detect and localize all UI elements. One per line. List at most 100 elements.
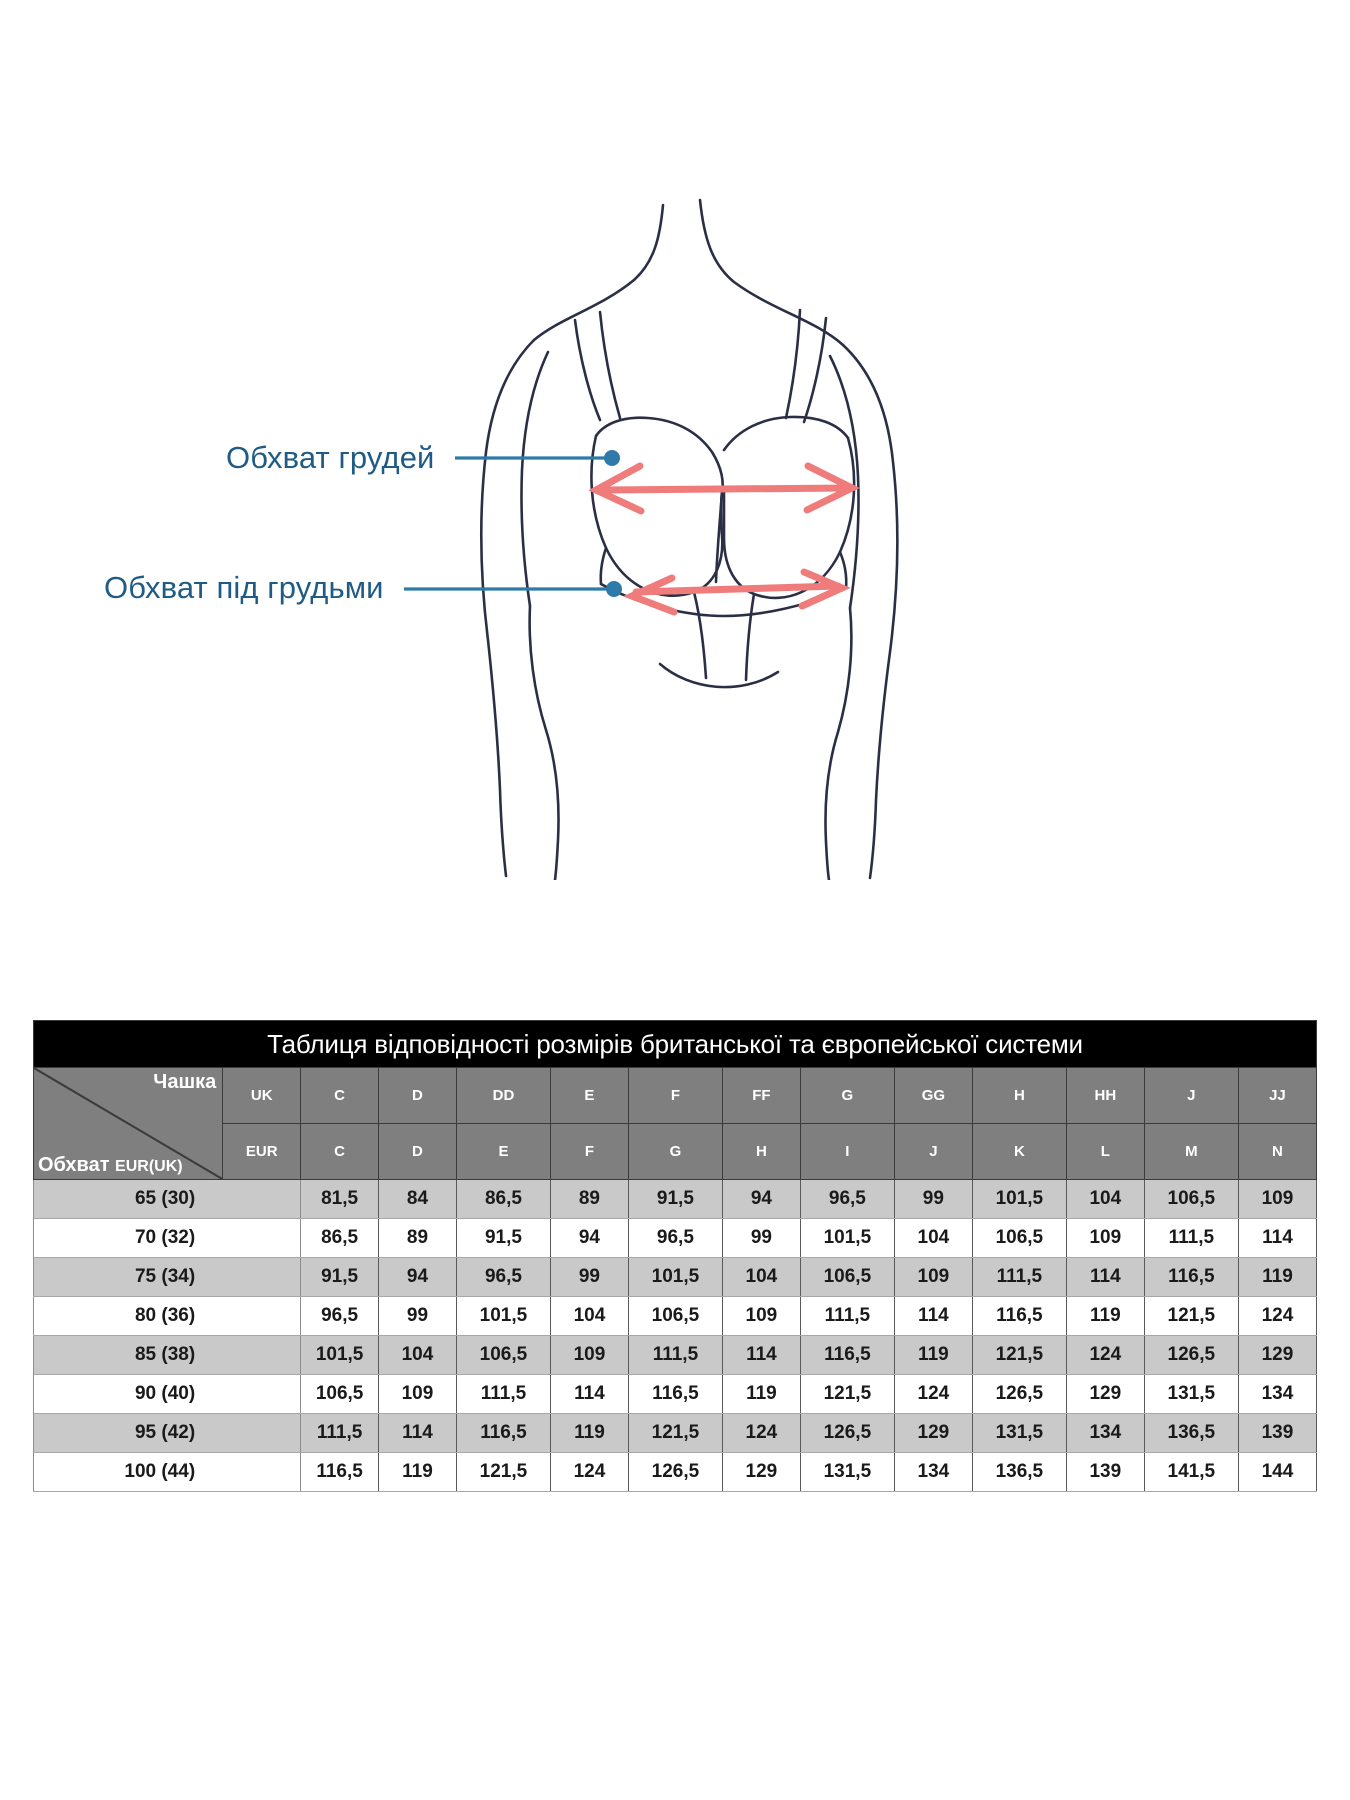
header-eur-cup-8: K bbox=[971, 1123, 1067, 1180]
header-row-uk: Чашка Обхват EUR(UK) UK C D DD E F FF G … bbox=[32, 1067, 1318, 1180]
bust-arrow-shaft bbox=[596, 484, 852, 494]
cell: 119 bbox=[378, 1452, 457, 1492]
cell: 124 bbox=[893, 1374, 973, 1414]
cell: 81,5 bbox=[300, 1179, 380, 1219]
body-outline bbox=[480, 198, 899, 880]
cell: 131,5 bbox=[799, 1452, 895, 1492]
cell: 111,5 bbox=[799, 1296, 895, 1336]
left-band-edge bbox=[599, 546, 608, 586]
cell: 89 bbox=[550, 1179, 629, 1219]
cell: 114 bbox=[550, 1374, 629, 1414]
right-strap-2 bbox=[784, 308, 802, 420]
cell: 104 bbox=[1065, 1179, 1145, 1219]
cell: 96,5 bbox=[300, 1296, 380, 1336]
cell: 114 bbox=[378, 1413, 457, 1453]
cell: 86,5 bbox=[455, 1179, 552, 1219]
cell: 101,5 bbox=[799, 1218, 895, 1258]
corner-girth-small: EUR(UK) bbox=[115, 1158, 183, 1175]
size-chart-table: Таблиця відповідності розмірів британськ… bbox=[32, 1020, 1318, 1492]
underbust-arrow-head-right bbox=[798, 568, 851, 610]
cell: 111,5 bbox=[627, 1335, 723, 1375]
left-under-curve bbox=[692, 590, 708, 680]
cell: 139 bbox=[1065, 1452, 1145, 1492]
cell: 114 bbox=[1065, 1257, 1145, 1297]
cell: 111,5 bbox=[455, 1374, 552, 1414]
cell: 96,5 bbox=[627, 1218, 723, 1258]
table-row: 100 (44) 116,5 119 121,5 124 126,5 129 1… bbox=[32, 1452, 1318, 1492]
cell: 106,5 bbox=[1143, 1179, 1239, 1219]
header-eur-cup-6: I bbox=[799, 1123, 895, 1180]
cell: 134 bbox=[893, 1452, 973, 1492]
cell: 144 bbox=[1237, 1452, 1318, 1492]
cell: 126,5 bbox=[1143, 1335, 1239, 1375]
cell: 139 bbox=[1237, 1413, 1318, 1453]
cell: 99 bbox=[378, 1296, 457, 1336]
cell: 131,5 bbox=[971, 1413, 1067, 1453]
cell: 116,5 bbox=[971, 1296, 1067, 1336]
cell: 109 bbox=[550, 1335, 629, 1375]
header-uk-cup-9: HH bbox=[1065, 1067, 1145, 1124]
header-eur-cup-2: E bbox=[455, 1123, 552, 1180]
bust-arrow-head-left bbox=[588, 462, 645, 515]
cell: 104 bbox=[893, 1218, 973, 1258]
cell: 114 bbox=[1237, 1218, 1318, 1258]
cell: 104 bbox=[721, 1257, 801, 1297]
right-strap bbox=[802, 316, 828, 424]
underbust-arrow-shaft bbox=[632, 582, 842, 596]
bust-arrow bbox=[588, 462, 860, 515]
right-shoulder bbox=[698, 198, 845, 347]
left-strap-2 bbox=[598, 310, 622, 420]
cell: 121,5 bbox=[455, 1452, 552, 1492]
cell: 94 bbox=[721, 1179, 801, 1219]
cell: 124 bbox=[1065, 1335, 1145, 1375]
cell: 86,5 bbox=[300, 1218, 380, 1258]
row-band-label: 95 (42) bbox=[32, 1413, 302, 1453]
cell: 116,5 bbox=[1143, 1257, 1239, 1297]
cell: 121,5 bbox=[1143, 1296, 1239, 1336]
cell: 96,5 bbox=[799, 1179, 895, 1219]
ribcage-curve bbox=[658, 662, 780, 689]
left-cup-bottom bbox=[590, 434, 724, 597]
table-row: 95 (42) 111,5 114 116,5 119 121,5 124 12… bbox=[32, 1413, 1318, 1453]
cell: 129 bbox=[721, 1452, 801, 1492]
table-row: 80 (36) 96,5 99 101,5 104 106,5 109 111,… bbox=[32, 1296, 1318, 1336]
cell: 101,5 bbox=[971, 1179, 1067, 1219]
corner-girth-main: Обхват bbox=[38, 1154, 116, 1176]
cell: 104 bbox=[550, 1296, 629, 1336]
cell: 121,5 bbox=[627, 1413, 723, 1453]
header-uk-cup-5: FF bbox=[721, 1067, 801, 1124]
table-title: Таблиця відповідності розмірів британськ… bbox=[33, 1020, 1317, 1068]
cell: 124 bbox=[550, 1452, 629, 1492]
header-uk-cup-4: F bbox=[627, 1067, 723, 1124]
cell: 109 bbox=[721, 1296, 801, 1336]
header-eur-cup-1: D bbox=[378, 1123, 457, 1180]
underbust-leader-dot bbox=[606, 581, 622, 597]
left-shoulder bbox=[532, 203, 665, 342]
header-eur-cup-11: N bbox=[1237, 1123, 1318, 1180]
cell: 111,5 bbox=[300, 1413, 380, 1453]
cell: 106,5 bbox=[971, 1218, 1067, 1258]
header-system-eur: EUR bbox=[222, 1123, 302, 1180]
right-cup-bottom bbox=[722, 436, 856, 600]
right-arm-outer bbox=[841, 343, 899, 880]
corner-girth-label: Обхват EUR(UK) bbox=[38, 1154, 183, 1177]
cell: 126,5 bbox=[627, 1452, 723, 1492]
cell: 121,5 bbox=[799, 1374, 895, 1414]
row-band-label: 90 (40) bbox=[32, 1374, 302, 1414]
cell: 99 bbox=[550, 1257, 629, 1297]
header-uk-cup-10: J bbox=[1143, 1067, 1239, 1124]
cell: 121,5 bbox=[971, 1335, 1067, 1375]
table-title-row: Таблиця відповідності розмірів британськ… bbox=[33, 1020, 1317, 1068]
cell: 106,5 bbox=[627, 1296, 723, 1336]
corner-header-cell: Чашка Обхват EUR(UK) bbox=[32, 1067, 224, 1180]
center-gore bbox=[714, 490, 724, 584]
left-arm-outer bbox=[480, 338, 536, 878]
cell: 106,5 bbox=[799, 1257, 895, 1297]
cell: 119 bbox=[721, 1374, 801, 1414]
left-torso bbox=[528, 604, 560, 880]
cell: 126,5 bbox=[971, 1374, 1067, 1414]
cell: 136,5 bbox=[1143, 1413, 1239, 1453]
row-band-label: 70 (32) bbox=[32, 1218, 302, 1258]
cell: 91,5 bbox=[455, 1218, 552, 1258]
cell: 109 bbox=[378, 1374, 457, 1414]
